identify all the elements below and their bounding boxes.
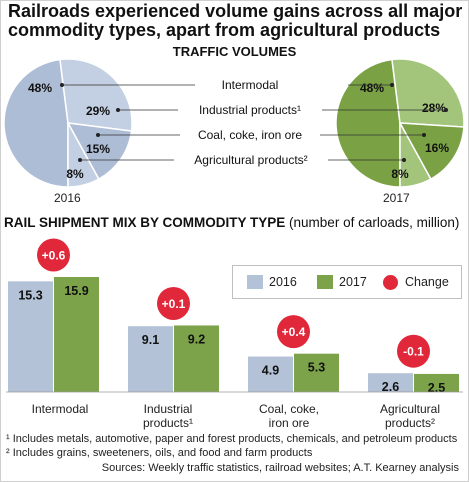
pie-2017-value-label-2: 16% (425, 141, 449, 155)
bar-label-2016-0: 15.3 (18, 288, 42, 302)
bar-label-2016-2: 4.9 (262, 364, 279, 378)
bar-section-title: RAIL SHIPMENT MIX BY COMMODITY TYPE (4, 215, 286, 230)
pie-2016-year: 2016 (54, 191, 81, 205)
legend-swatch-change (383, 275, 398, 290)
pie-2017-value-label-3: 8% (391, 167, 409, 181)
change-label-2: +0.4 (282, 325, 306, 339)
pie-2016-value-label-0: 48% (28, 81, 52, 95)
bar-2016-3 (368, 373, 413, 392)
bar-category-agricultural: Agricultural products² (379, 402, 441, 430)
leader-dot-left-2 (96, 133, 100, 137)
bar-label-2016-3: 2.6 (382, 380, 399, 394)
pie-2016-value-label-2: 15% (86, 142, 110, 156)
pie-2016-slice-3 (67, 122, 100, 188)
pie-2017-slice-0 (335, 58, 401, 188)
legend-label-change: Change (405, 275, 449, 289)
pie-2016-value-label-3: 8% (66, 167, 84, 181)
legend-swatch-2016 (247, 275, 263, 289)
pie-2017-year: 2017 (383, 191, 410, 205)
pie-2017-slice-2 (398, 122, 465, 181)
leader-dot-right-0 (390, 83, 394, 87)
change-bubble-2 (277, 315, 310, 349)
leader-dot-left-0 (60, 83, 64, 87)
leader-dot-right-2 (422, 133, 426, 137)
bar-section-subtitle: (number of carloads, million) (289, 215, 460, 230)
bar-label-2017-1: 9.2 (188, 332, 205, 346)
pie-2017-value-label-0: 48% (360, 81, 384, 95)
change-label-1: +0.1 (162, 297, 186, 311)
pie-label-agricultural: Agricultural products² (174, 153, 328, 167)
legend-swatch-2017 (317, 275, 333, 289)
leader-dot-right-3 (402, 158, 406, 162)
pie-label-intermodal: Intermodal (195, 78, 305, 92)
leader-dot-left-3 (78, 158, 82, 162)
footnote-1: ¹ Includes metals, automotive, paper and… (6, 433, 458, 445)
bar-2017-0 (54, 277, 99, 392)
pie-label-industrial: Industrial products¹ (178, 103, 322, 117)
chart-title: Railroads experienced volume gains acros… (8, 1, 463, 40)
bar-section-heading: RAIL SHIPMENT MIX BY COMMODITY TYPE (num… (4, 215, 469, 230)
change-label-0: +0.6 (42, 249, 66, 263)
bar-2016-0 (8, 281, 53, 392)
leader-dot-right-1 (444, 108, 448, 112)
bar-category-intermodal: Intermodal (31, 402, 89, 416)
bar-2017-1 (174, 325, 219, 392)
pie-label-coal: Coal, coke, iron ore (180, 128, 320, 142)
change-bubble-3 (397, 334, 430, 368)
bar-2016-2 (248, 356, 293, 392)
pie-2017-value-label-1: 28% (422, 101, 446, 115)
pie-2016-slice-2 (66, 122, 133, 181)
pie-2016-slice-0 (3, 58, 69, 188)
bar-2016-1 (128, 326, 173, 392)
bar-category-coal: Coal, coke, iron ore (258, 402, 320, 430)
legend-label-2017: 2017 (339, 275, 367, 289)
change-bubble-0 (37, 238, 70, 272)
bar-label-2017-3: 2.5 (428, 381, 445, 395)
bar-label-2017-0: 15.9 (64, 284, 88, 298)
leader-dot-left-1 (116, 108, 120, 112)
pie-2016-value-label-1: 29% (86, 104, 110, 118)
bar-label-2017-2: 5.3 (308, 361, 325, 375)
change-label-3: -0.1 (403, 345, 424, 359)
bar-label-2016-1: 9.1 (142, 333, 159, 347)
pie-2016-slice-1 (59, 58, 133, 132)
pie-2017-slice-1 (391, 58, 465, 128)
bar-2017-2 (294, 353, 339, 392)
bar-2017-3 (414, 373, 459, 392)
pie-2017-slice-3 (399, 122, 432, 188)
footnote-2: ² Includes grains, sweeteners, oils, and… (6, 447, 313, 459)
source-note: Sources: Weekly traffic statistics, rail… (101, 462, 459, 474)
legend-label-2016: 2016 (269, 275, 297, 289)
change-bubble-1 (157, 286, 190, 320)
bar-category-industrial: Industrial products¹ (142, 402, 194, 430)
pie-section-title: TRAFFIC VOLUMES (172, 44, 297, 59)
legend: 2016 2017 Change (232, 265, 462, 299)
